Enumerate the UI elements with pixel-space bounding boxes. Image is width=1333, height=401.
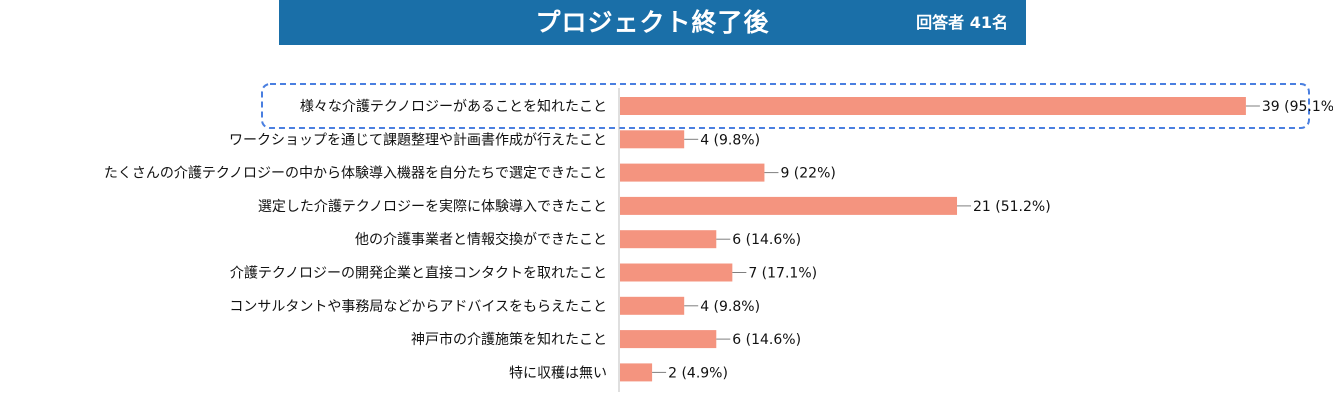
bar [620,130,685,149]
category-label: たくさんの介護テクノロジーの中から体験導入機器を自分たちで選定できたこと [104,166,607,182]
category-label: コンサルタントや事務局などからアドバイスをもらえたこと [229,299,607,315]
bar [620,97,1246,115]
bar [620,296,685,315]
data-label: 2 (4.9%) [668,365,728,381]
bar [620,263,733,282]
category-label: ワークショップを通じて課題整理や計画書作成が行えたこと [229,132,607,148]
respondent-count: 回答者 41名 [916,13,1008,32]
category-label: 神戸市の介護施策を知れたこと [411,331,607,348]
category-label: 他の介護事業者と情報交換ができたこと [355,231,607,248]
chart-title: プロジェクト終了後 [535,8,770,37]
category-label: 介護テクノロジーの開発企業と直接コンタクトを取れたこと [230,265,607,282]
highlight-box [261,83,1310,129]
data-label: 6 (14.6%) [732,232,801,248]
bar [620,230,717,249]
data-label: 6 (14.6%) [732,332,801,348]
data-label: 4 (9.8%) [700,299,760,315]
data-label: 4 (9.8%) [700,132,760,148]
bar [620,330,717,349]
data-label: 9 (22%) [780,166,835,182]
bar [620,363,653,382]
data-label: 7 (17.1%) [748,266,817,282]
category-label: 様々な介護テクノロジーがあることを知れたこと [300,98,607,115]
data-label: 21 (51.2%) [973,199,1051,215]
bar [620,163,765,182]
bar [620,196,958,215]
category-label: 選定した介護テクノロジーを実際に体験導入できたこと [258,199,607,215]
data-label: 39 (95.1%) [1262,99,1333,115]
chart-title-banner: プロジェクト終了後 回答者 41名 [279,0,1026,45]
category-label: 特に収穫は無い [509,365,607,381]
